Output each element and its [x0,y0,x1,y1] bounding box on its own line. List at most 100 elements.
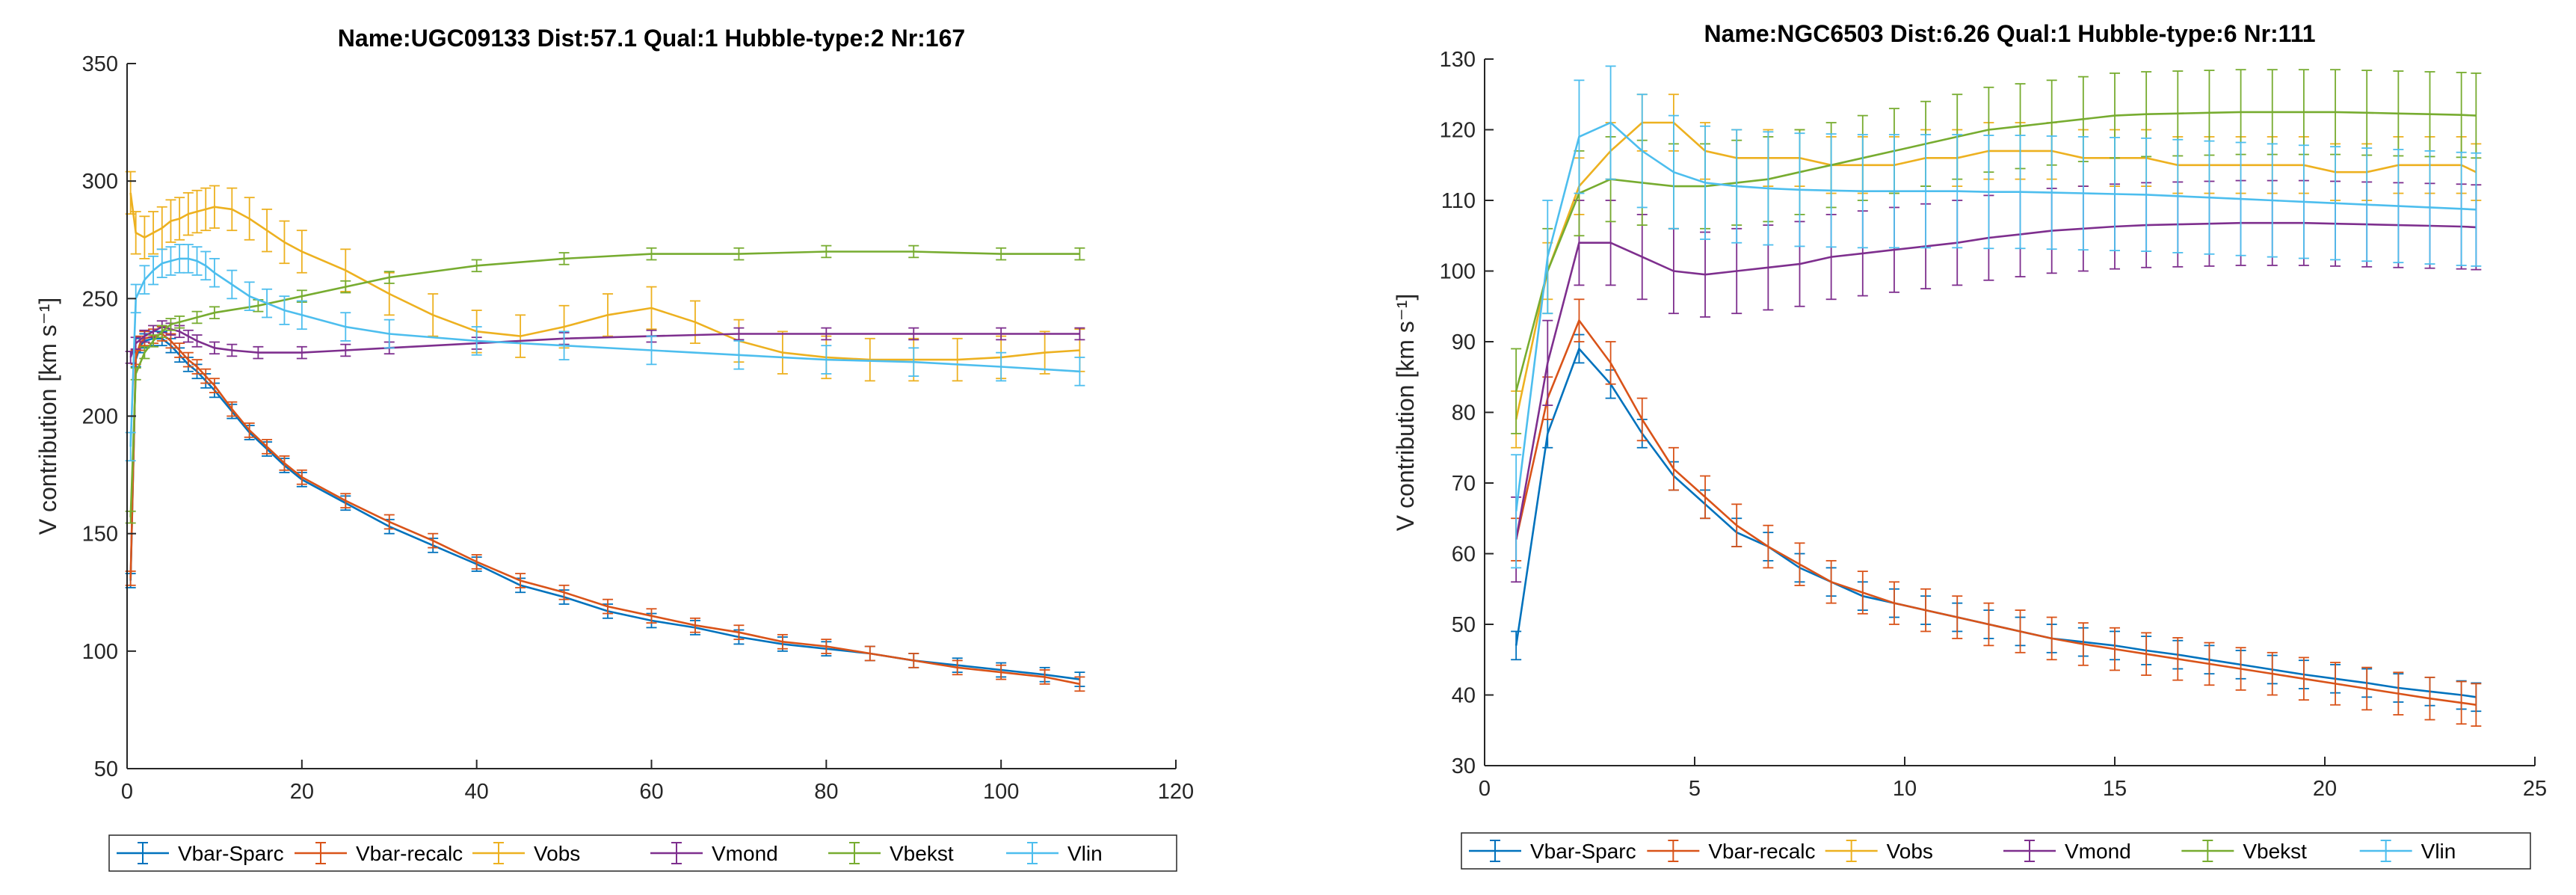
errorbar [2110,627,2120,671]
errorbar [200,250,212,281]
errorbar [996,327,1007,341]
errorbar [603,598,614,615]
legend-label: Vlin [2421,840,2456,863]
legend: Vbar-Sparc Vbar-recalc Vobs Vmond Vbekst Vlin [108,834,1177,872]
y-tick-label: 60 [1452,543,1476,567]
errorbar [1039,669,1050,685]
errorbar [262,439,273,455]
errorbar [2015,609,2026,653]
errorbar [182,351,194,368]
errorbar [1574,298,1585,342]
errorbar [209,257,220,288]
plot-area [127,64,1176,769]
errorbar [1952,134,1963,249]
y-tick-label: 100 [82,640,118,664]
errorbar [689,300,700,344]
errorbar [139,329,150,343]
errorbar [471,326,482,356]
errorbar [2267,651,2278,696]
legend-label: Vbekst [890,842,954,865]
errorbar [1636,93,1648,209]
errorbar [182,191,194,236]
errorbar [733,624,745,641]
y-tick-label: 70 [1452,472,1476,496]
errorbar [2330,146,2341,261]
errorbar [2471,152,2482,267]
errorbar [864,337,875,382]
legend-label: Vmond [712,842,778,865]
legend-label: Vbar-recalc [356,842,463,865]
errorbar [689,617,700,633]
series-line-vmond [1515,221,2477,540]
errorbar [646,286,657,330]
errorbar [191,310,203,325]
series-vlin [125,244,1085,462]
errorbar [148,211,159,255]
series-vobs [125,170,1085,382]
errorbar [1825,560,1837,604]
errorbar [156,248,167,278]
errorbar [174,197,185,241]
errorbar [515,573,526,588]
chart-title: Name:UGC09133 Dist:57.1 Qual:1 Hubble-ty… [338,25,965,52]
errorbar [2204,140,2215,255]
x-tick-label: 20 [2313,777,2337,801]
y-axis-label: V contribution [km s⁻¹] [1392,294,1419,531]
x-tick-label: 40 [465,780,489,804]
errorbar [733,340,745,370]
errorbar [821,345,832,375]
errorbar [200,187,212,232]
errorbar [1983,135,1994,250]
errorbar [130,211,141,255]
errorbar [996,351,1007,382]
legend-box [108,834,1177,872]
errorbar [1825,133,1837,248]
errorbar [1763,524,1774,569]
errorbar [209,306,220,319]
errorbar [2330,662,2341,706]
x-tick-label: 25 [2523,777,2547,801]
errorbar [165,246,176,276]
errorbar [1574,79,1585,194]
errorbar [952,659,963,676]
legend-item-vobs: Vobs [472,842,580,865]
legend-item-vobs: Vobs [1825,840,1933,863]
y-axis-label: V contribution [km s⁻¹] [34,298,61,535]
errorbar [340,312,351,342]
errorbar [1888,134,1899,249]
errorbar [1074,247,1085,261]
errorbar [1794,132,1805,247]
errorbar [227,187,238,232]
errorbar [340,343,351,357]
errorbar [383,514,395,530]
errorbar [182,244,194,274]
legend-label: Vbar-Sparc [1530,840,1636,863]
errorbar [2361,147,2373,262]
legend-label: Vmond [2065,840,2131,863]
errorbar [603,293,614,337]
errorbar [471,259,482,273]
errorbar [471,554,482,570]
errorbar [2456,680,2467,725]
errorbar [1920,134,1932,249]
errorbar [1039,330,1050,375]
legend-label: Vbar-recalc [1708,840,1815,863]
errorbar [262,208,273,253]
errorbar [1511,348,1522,434]
series-line-vbekst [1515,111,2477,392]
legend-item-vbar-recalc: Vbar-recalc [295,842,463,865]
legend-item-vlin: Vlin [2359,840,2456,863]
errorbar [1511,630,1522,661]
errorbar [139,345,150,360]
errorbar [2046,135,2057,250]
errorbar [191,246,203,276]
errorbar [777,633,788,650]
errorbar [1668,114,1679,230]
errorbar [1605,341,1616,385]
errorbar [821,244,832,259]
errorbar [279,220,290,265]
x-tick-label: 0 [1479,777,1491,801]
errorbar [2235,141,2246,256]
plot-area [1485,59,2535,766]
